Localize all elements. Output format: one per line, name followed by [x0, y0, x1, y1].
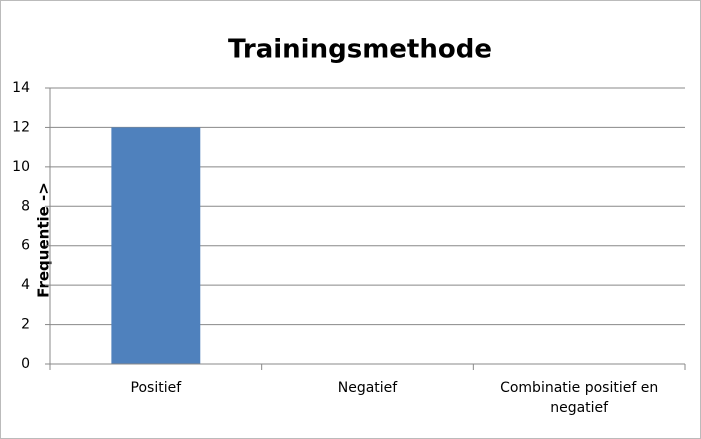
y-tick-label: 6	[21, 238, 30, 254]
y-tick-label: 4	[21, 277, 30, 293]
x-tick-label: Positief	[130, 380, 182, 396]
y-tick-label: 12	[12, 119, 30, 135]
bar	[111, 127, 201, 364]
x-tick-label: Negatief	[337, 380, 398, 396]
y-tick-label: 0	[21, 356, 30, 372]
y-tick-label: 2	[21, 317, 30, 333]
y-tick-label: 10	[12, 159, 30, 175]
y-tick-label: 8	[21, 198, 30, 214]
chart-title: Trainingsmethode	[228, 35, 492, 65]
y-tick-label: 14	[12, 80, 30, 96]
x-tick-label: Combinatie positief en negatief	[500, 380, 659, 416]
y-axis-label: Frequentie ->	[35, 182, 53, 298]
